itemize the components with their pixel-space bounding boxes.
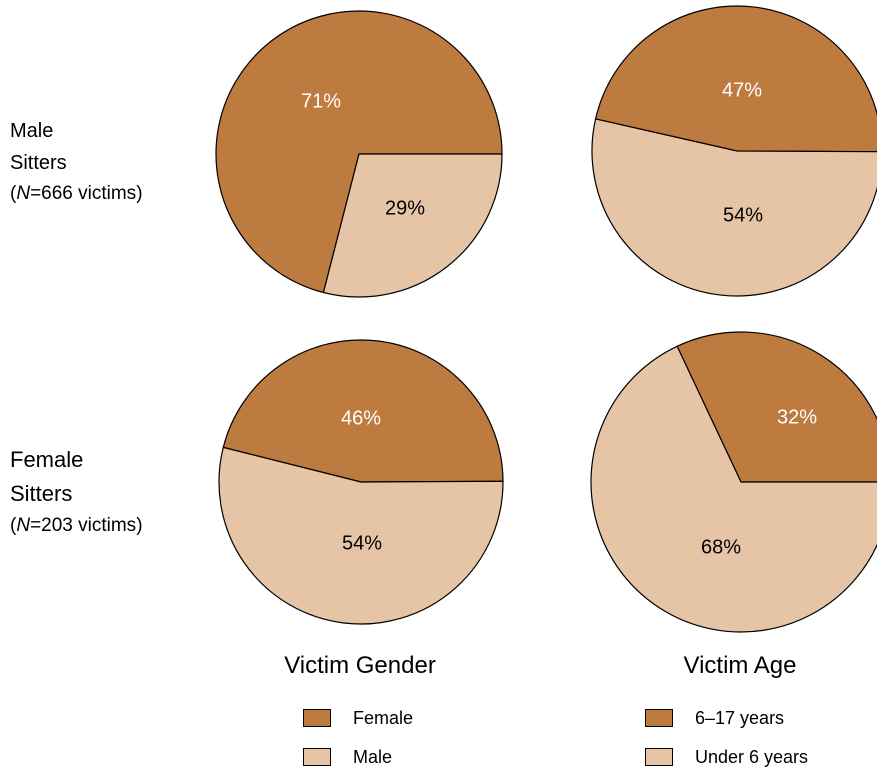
legend-item-male: Male — [303, 746, 392, 768]
row-label-n: (N=666 victims) — [10, 183, 143, 204]
legend-item-6-17-years: 6–17 years — [645, 707, 784, 729]
n-count: =666 victims — [30, 183, 137, 204]
row-label-line1: Female — [10, 447, 84, 472]
n-symbol: N — [16, 515, 31, 536]
legend-swatch-light — [303, 748, 331, 766]
legend-title-victim-gender: Victim Gender — [284, 652, 436, 679]
pie-data-label: 71% — [301, 90, 341, 112]
legend-label: Female — [353, 707, 414, 728]
row-label-line2: Sitters — [10, 152, 67, 174]
pie-data-label: 54% — [723, 204, 763, 226]
pie-slice-male — [218, 446, 504, 625]
pie-data-label: 32% — [777, 406, 817, 428]
pie-charts: 71% 29% 47% 54% 46% 54% 32% 68% — [215, 5, 877, 633]
legend-item-female: Female — [303, 707, 413, 729]
legend-swatch-dark — [645, 709, 673, 727]
legend-title-victim-age: Victim Age — [683, 652, 797, 679]
pie-data-label: 29% — [385, 197, 425, 219]
pie-data-label: 46% — [341, 407, 381, 429]
legend-item-under-6-years: Under 6 years — [645, 746, 808, 768]
row-label-female-sitters: Female Sitters (N=203 victims) — [10, 443, 143, 541]
row-label-line2: Sitters — [10, 481, 73, 506]
row-label-line1: Male — [10, 120, 54, 142]
legend-label: 6–17 years — [695, 707, 785, 728]
pie-slice-under-6-years — [590, 345, 877, 633]
pie-data-label: 54% — [342, 532, 382, 554]
pie-data-label: 47% — [722, 79, 762, 101]
pie-slice-6-17-years — [594, 5, 877, 153]
pie-slice-6-17-years — [676, 331, 877, 483]
pie-slice-female — [222, 339, 504, 483]
row-label-n: (N=203 victims) — [10, 515, 143, 536]
pie-slice-male — [322, 153, 503, 298]
legend-swatch-light — [645, 748, 673, 766]
legend-label: Under 6 years — [695, 746, 809, 767]
pie-data-label: 68% — [701, 536, 741, 558]
pie-slice-female — [215, 10, 503, 294]
legend-swatch-dark — [303, 709, 331, 727]
legend-label: Male — [353, 746, 393, 767]
n-count: =203 victims — [30, 515, 137, 536]
n-symbol: N — [16, 183, 31, 204]
row-label-male-sitters: Male Sitters (N=666 victims) — [10, 115, 143, 209]
pie-slice-under-6-years — [591, 118, 877, 297]
